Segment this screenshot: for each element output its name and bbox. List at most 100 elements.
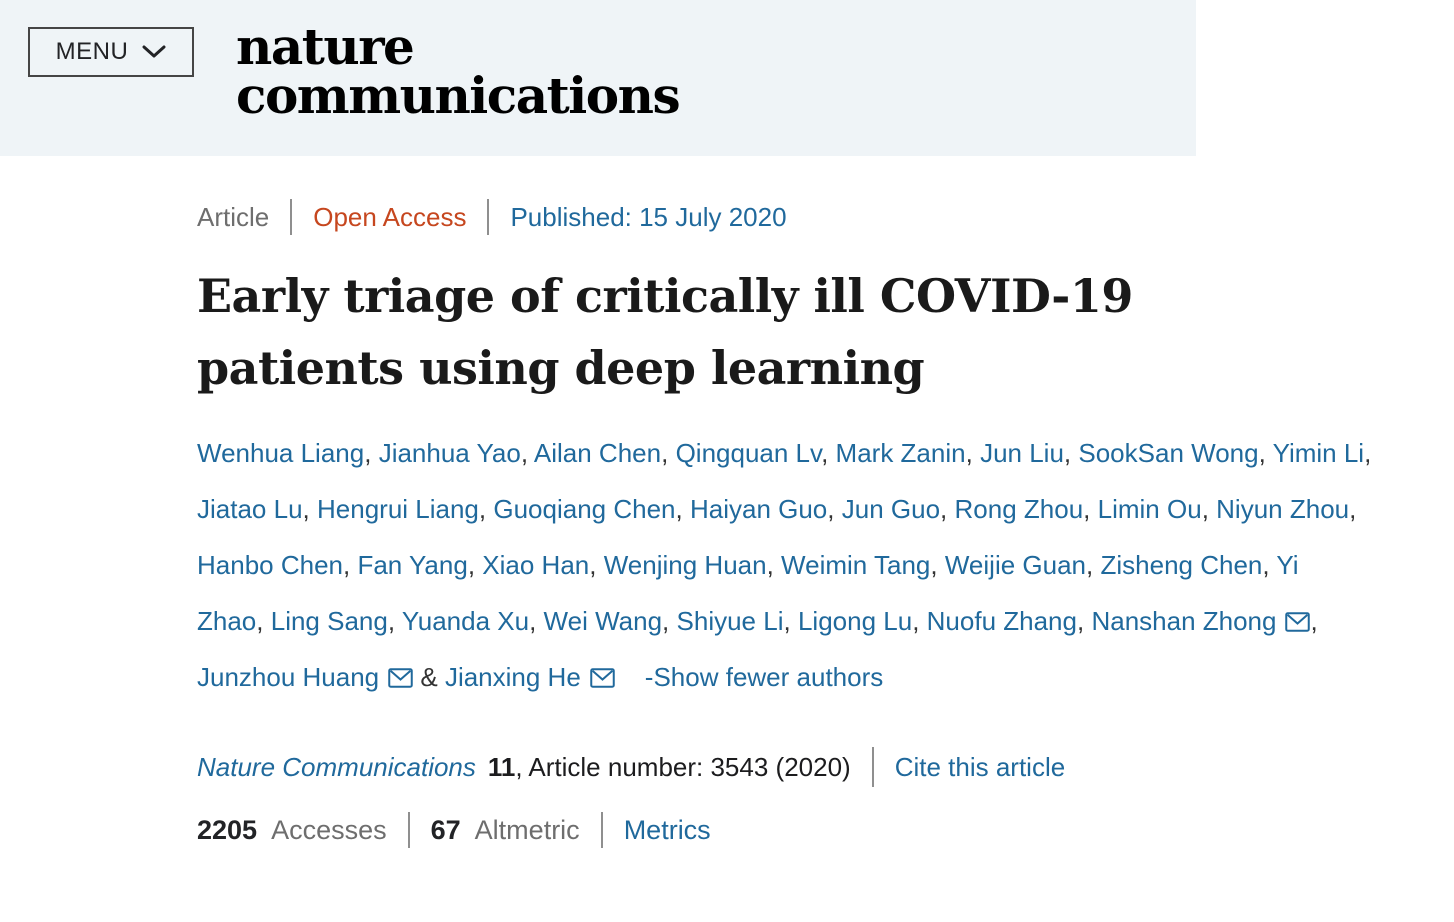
author-link[interactable]: Limin Ou [1097, 494, 1202, 524]
article-type-label: Article [197, 202, 270, 232]
author-link[interactable]: Yuanda Xu [401, 606, 530, 636]
author-links-container: Wenhua Liang, Jianhua Yao, Ailan Chen, Q… [197, 438, 1371, 692]
author-separator: , [827, 494, 835, 524]
author-link[interactable]: SookSan Wong [1078, 438, 1259, 468]
author-separator: , [343, 550, 351, 580]
author-separator: , [520, 438, 529, 468]
author-link[interactable]: Ling Sang [270, 606, 388, 636]
author-separator: , [930, 550, 938, 580]
author-separator: , [1349, 494, 1357, 524]
author-separator: , [940, 494, 948, 524]
author-separator: , [302, 494, 310, 524]
author-link[interactable]: Jun Guo [841, 494, 941, 524]
envelope-icon [590, 668, 615, 688]
email-author-link[interactable] [1285, 606, 1311, 636]
author-link[interactable]: Xiao Han [482, 550, 590, 580]
author-separator: , [661, 438, 669, 468]
menu-label: MENU [55, 38, 129, 65]
author-separator: , [256, 606, 264, 636]
author-separator: , [1063, 438, 1072, 468]
author-separator: , [912, 606, 920, 636]
envelope-icon [1285, 612, 1311, 632]
author-link[interactable]: Nanshan Zhong [1091, 606, 1277, 636]
author-link[interactable]: Ailan Chen [533, 438, 662, 468]
author-link[interactable]: Jianhua Yao [378, 438, 521, 468]
author-separator: , [1262, 550, 1270, 580]
author-link[interactable]: Zisheng Chen [1100, 550, 1263, 580]
accesses-label: Accesses [271, 815, 387, 845]
author-link[interactable]: Junzhou Huang [197, 662, 380, 692]
author-link[interactable]: Jiatao Lu [197, 494, 303, 524]
author-link[interactable]: Yi Zhao [197, 550, 1299, 636]
author-ampersand: & [413, 662, 445, 692]
author-link[interactable]: Jun Liu [980, 438, 1064, 468]
cite-this-article-link[interactable]: Cite this article [894, 752, 1066, 782]
author-separator: , [1258, 438, 1266, 468]
author-separator: , [1086, 550, 1094, 580]
altmetric-count: 67 [430, 815, 461, 845]
author-separator: , [1201, 494, 1209, 524]
citation-row: Nature Communications 11 , Article numbe… [197, 747, 1372, 787]
author-link[interactable]: Shiyue Li [676, 606, 784, 636]
envelope-icon [388, 668, 413, 688]
author-separator: , [675, 494, 683, 524]
metrics-separator [407, 812, 410, 848]
author-link[interactable]: Ligong Lu [797, 606, 913, 636]
journal-name-link[interactable]: Nature Communications [197, 752, 476, 782]
article-title: Early triage of critically ill COVID-19 … [197, 269, 1133, 395]
article-number-text: , Article number: 3543 (2020) [515, 752, 851, 782]
volume-number: 11 [487, 752, 516, 782]
author-separator: , [821, 438, 829, 468]
author-link[interactable]: Jianxing He [444, 662, 581, 692]
author-link[interactable]: Wenhua Liang [197, 438, 365, 468]
author-link[interactable]: Niyun Zhou [1216, 494, 1350, 524]
accesses-count: 2205 [197, 815, 258, 845]
author-separator: , [1083, 494, 1091, 524]
author-link[interactable]: Nuofu Zhang [926, 606, 1077, 636]
author-link[interactable]: Weijie Guan [944, 550, 1087, 580]
author-link[interactable]: Weimin Tang [781, 550, 931, 580]
author-separator: , [783, 606, 791, 636]
author-separator: , [1310, 606, 1318, 636]
author-link[interactable]: Rong Zhou [954, 494, 1084, 524]
author-link[interactable]: Qingquan Lv [675, 438, 822, 468]
journal-logo[interactable]: nature communications [236, 22, 681, 121]
author-link[interactable]: Guoqiang Chen [493, 494, 676, 524]
meta-separator [290, 199, 293, 235]
author-link[interactable]: Mark Zanin [835, 438, 966, 468]
article-header: Article Open Access Published: 15 July 2… [197, 198, 1372, 849]
author-separator: , [364, 438, 372, 468]
email-author-link[interactable] [388, 662, 413, 692]
author-separator: , [965, 438, 973, 468]
author-link[interactable]: Hanbo Chen [197, 550, 343, 580]
metrics-row: 2205 Accesses 67 Altmetric Metrics [197, 811, 1372, 849]
author-separator: , [589, 550, 597, 580]
author-separator: , [387, 606, 396, 636]
metrics-separator [600, 812, 603, 848]
author-link[interactable]: Fan Yang [357, 550, 468, 580]
author-separator: , [529, 606, 537, 636]
menu-button[interactable]: MENU [28, 27, 194, 77]
citation-separator [871, 747, 874, 787]
author-separator: , [1364, 438, 1372, 468]
author-link[interactable]: Wei Wang [543, 606, 663, 636]
author-link[interactable]: Hengrui Liang [317, 494, 479, 524]
author-separator: , [766, 550, 774, 580]
altmetric-label: Altmetric [474, 815, 580, 845]
chevron-down-icon [142, 45, 166, 59]
author-separator: , [478, 494, 487, 524]
author-link[interactable]: Wenjing Huan [603, 550, 767, 580]
email-author-link[interactable] [590, 662, 615, 692]
metrics-link[interactable]: Metrics [623, 815, 711, 845]
open-access-label: Open Access [313, 202, 467, 232]
author-separator: , [662, 606, 670, 636]
meta-separator [487, 199, 490, 235]
header-band: MENU nature communications [0, 0, 1196, 156]
author-link[interactable]: Yimin Li [1272, 438, 1365, 468]
journal-logo-line1: nature [236, 17, 415, 76]
journal-logo-line2: communications [236, 66, 681, 125]
author-list: Wenhua Liang, Jianhua Yao, Ailan Chen, Q… [197, 425, 1372, 705]
author-link[interactable]: Haiyan Guo [689, 494, 828, 524]
show-fewer-authors-link[interactable]: -Show fewer authors [644, 662, 884, 692]
author-separator: , [1076, 606, 1085, 636]
